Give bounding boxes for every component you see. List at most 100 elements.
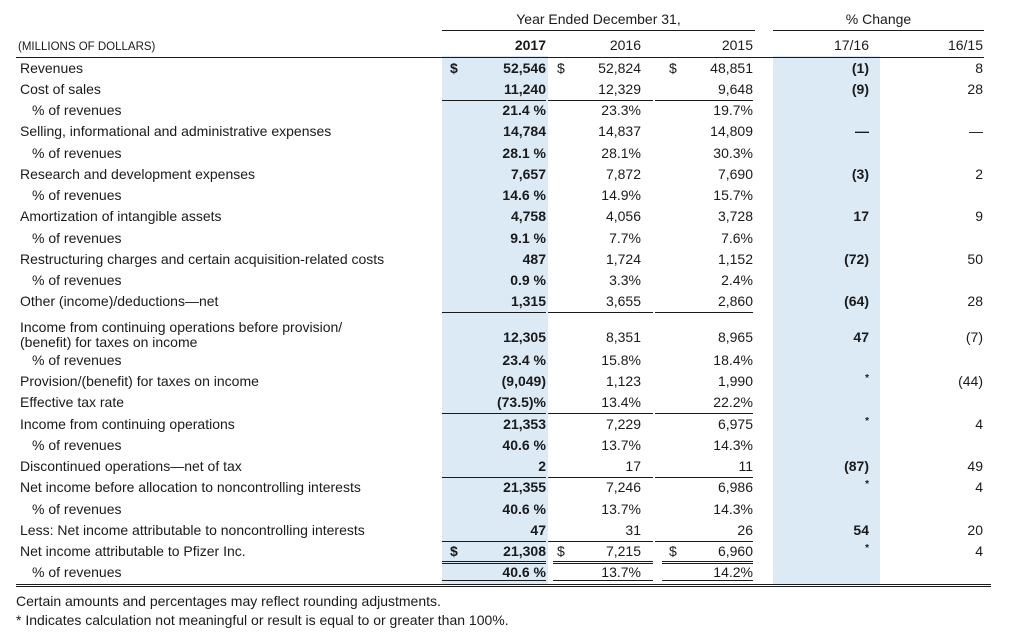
cell-v2017: 21,353	[503, 416, 546, 432]
row-label: % of revenues	[32, 102, 122, 118]
cell-v2015: 7,690	[717, 166, 753, 182]
cell-c1716: *	[865, 479, 869, 490]
col-header-17-16: 17/16	[833, 37, 869, 53]
row-label: Income from continuing operations	[20, 416, 235, 432]
cell-v2015: 19.7%	[713, 102, 753, 118]
row-label: % of revenues	[32, 145, 122, 161]
cell-v2017: 28.1 %	[502, 145, 546, 161]
cell-v2016: 13.4%	[601, 394, 641, 410]
cell-v2016: 7,229	[605, 416, 641, 432]
cell-v2015: 2,860	[717, 293, 753, 309]
cell-v2017: 21.4 %	[502, 102, 546, 118]
cell-c1615: 4	[975, 543, 983, 559]
row-label: % of revenues	[32, 501, 122, 517]
cell-v2016: 7.7%	[609, 230, 641, 246]
cell-v2016: 7,246	[605, 479, 641, 495]
footnote-asterisk: * Indicates calculation not meaningful o…	[16, 612, 509, 628]
cell-v2015: 11	[738, 458, 753, 474]
col-header-16-15: 16/15	[947, 37, 983, 53]
row-label: % of revenues	[32, 564, 122, 580]
cell-c1615: 20	[967, 522, 983, 538]
cell-v2017: (73.5)%	[496, 394, 546, 410]
dollar-sign: $	[450, 60, 458, 76]
cell-v2015: 14,809	[710, 123, 753, 139]
row-label: Less: Net income attributable to noncont…	[20, 522, 365, 538]
cell-v2017: 14,784	[503, 123, 546, 139]
cell-v2015: 9,648	[717, 81, 753, 97]
row-label: Provision/(benefit) for taxes on income	[20, 373, 259, 389]
cell-v2017: 52,546	[503, 60, 546, 76]
cell-v2017: 2	[538, 458, 546, 474]
cell-v2016: 3.3%	[609, 272, 641, 288]
cell-c1615: 2	[975, 166, 983, 182]
cell-v2016: 3,655	[605, 293, 641, 309]
row-label: Effective tax rate	[20, 394, 125, 410]
col-header-2015: 2015	[721, 37, 753, 53]
cell-c1615: (7)	[965, 329, 983, 345]
footnote-rounding: Certain amounts and percentages may refl…	[16, 593, 441, 609]
cell-c1615: 4	[975, 479, 983, 495]
change-group-header: % Change	[845, 11, 912, 27]
cell-v2015: 14.2%	[713, 564, 753, 580]
row-label: Net income attributable to Pfizer Inc.	[20, 543, 246, 559]
cell-v2016: 52,824	[598, 60, 641, 76]
cell-v2016: 13.7%	[601, 501, 641, 517]
highlight-change-column	[773, 56, 880, 584]
highlight-2017-column	[442, 56, 548, 584]
cell-v2016: 1,123	[605, 373, 641, 389]
row-label: Restructuring charges and certain acquis…	[20, 251, 385, 267]
cell-v2015: 18.4%	[713, 352, 753, 368]
cell-v2015: 26	[737, 522, 753, 538]
row-label: % of revenues	[32, 187, 122, 203]
dollar-sign: $	[557, 60, 565, 76]
cell-c1615: 50	[967, 251, 983, 267]
cell-v2016: 15.8%	[601, 352, 641, 368]
dollar-sign: $	[669, 543, 677, 559]
cell-c1716: 54	[853, 522, 869, 538]
cell-v2017: 7,657	[510, 166, 546, 182]
cell-v2017: 4,758	[510, 208, 546, 224]
cell-v2016: 14.9%	[601, 187, 641, 203]
cell-c1716: (87)	[844, 458, 869, 474]
cell-v2017: 21,355	[503, 479, 546, 495]
cell-c1615: 28	[967, 293, 983, 309]
cell-c1615: 28	[967, 81, 983, 97]
cell-c1615: 4	[975, 416, 983, 432]
cell-c1716: *	[865, 543, 869, 554]
cell-v2016: 13.7%	[601, 437, 641, 453]
cell-v2015: 3,728	[717, 208, 753, 224]
cell-v2016: 28.1%	[601, 145, 641, 161]
year-group-header: Year Ended December 31,	[516, 11, 681, 27]
cell-v2016: 31	[625, 522, 641, 538]
cell-c1716: (9)	[851, 81, 869, 97]
dollar-sign: $	[450, 543, 458, 559]
cell-v2015: 30.3%	[713, 145, 753, 161]
row-label: Discontinued operations—net of tax	[20, 458, 242, 474]
cell-c1716: 47	[853, 329, 869, 345]
cell-v2017: (9,049)	[501, 373, 546, 389]
cell-v2017: 487	[522, 251, 546, 267]
cell-v2015: 15.7%	[713, 187, 753, 203]
cell-v2015: 14.3%	[713, 437, 753, 453]
row-label: Net income before allocation to noncontr…	[20, 479, 361, 495]
cell-c1716: (64)	[844, 293, 869, 309]
cell-c1716: (1)	[851, 60, 869, 76]
cell-v2017: 1,315	[510, 293, 546, 309]
units-label: (MILLIONS OF DOLLARS)	[18, 41, 156, 53]
cell-v2015: 2.4%	[721, 272, 753, 288]
cell-v2017: 14.6 %	[502, 187, 546, 203]
cell-v2017: 40.6 %	[502, 564, 546, 580]
cell-v2015: 7.6%	[721, 230, 753, 246]
row-label: Amortization of intangible assets	[20, 208, 222, 224]
cell-v2017: 21,308	[503, 543, 546, 559]
dollar-sign: $	[557, 543, 565, 559]
cell-v2017: 23.4 %	[502, 352, 546, 368]
cell-v2016: 7,872	[605, 166, 641, 182]
cell-v2015: 22.2%	[713, 394, 753, 410]
dollar-sign: $	[669, 60, 677, 76]
cell-v2015: 8,965	[717, 329, 753, 345]
cell-v2017: 40.6 %	[502, 501, 546, 517]
cell-v2016: 14,837	[598, 123, 641, 139]
cell-v2016: 4,056	[605, 208, 641, 224]
row-label: Income from continuing operations before…	[20, 319, 343, 335]
